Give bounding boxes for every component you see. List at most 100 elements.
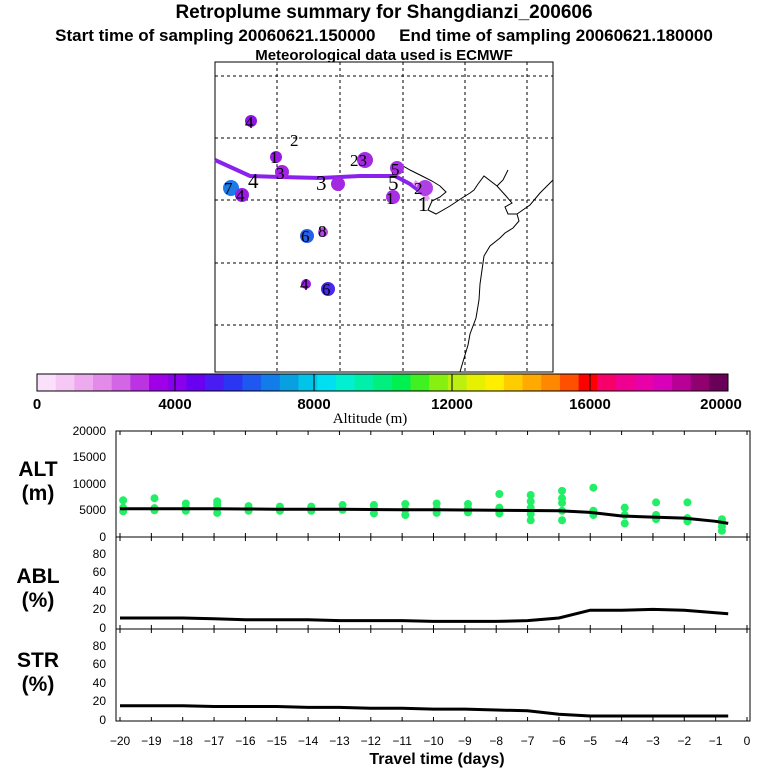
- centroid-marker: [245, 115, 257, 127]
- x-tick-label: −11: [392, 734, 412, 748]
- colorbar-cell: [671, 374, 692, 391]
- abl-ylabel-line2: (%): [22, 589, 55, 612]
- centroid-marker: [301, 279, 311, 289]
- x-tick-label: −16: [235, 734, 256, 748]
- centroid-marker: [223, 180, 239, 196]
- colorbar-cells: [37, 374, 729, 391]
- colorbar-tick-marks: [174, 374, 591, 391]
- str-ylabel: STR (%): [17, 649, 59, 696]
- x-tick-label: −15: [267, 734, 288, 748]
- colorbar-cell: [578, 374, 598, 391]
- alt-ytick-labels: 20000 15000 10000 5000 0: [73, 424, 107, 544]
- colorbar-cell: [690, 374, 710, 391]
- start-time-label: Start time of sampling 20060621.150000: [55, 26, 376, 45]
- abl-ytick-label: 40: [93, 584, 107, 598]
- alt-ytick-label: 20000: [73, 424, 107, 438]
- centroid-label: 6: [322, 280, 331, 299]
- colorbar-cell: [597, 374, 617, 391]
- colorbar-cell: [149, 374, 169, 391]
- alt-ytick-label: 5000: [79, 503, 106, 517]
- alt-ytick-label: 15000: [73, 450, 107, 464]
- alt-ylabel-line2: (m): [22, 482, 55, 505]
- centroid-label: 3: [276, 164, 285, 183]
- alt-ylabel-line1: ALT: [18, 458, 57, 481]
- colorbar-tick-labels: 0 4000 8000 12000 16000 20000: [33, 396, 742, 413]
- centroid-marker: [331, 177, 345, 191]
- alt-ytick-label: 10000: [73, 477, 107, 491]
- colorbar-cell: [391, 374, 412, 391]
- colorbar-cell: [615, 374, 636, 391]
- centroid-marker: [270, 151, 282, 163]
- colorbar-cell: [55, 374, 75, 391]
- altitude-point: [558, 486, 567, 495]
- str-line: [120, 704, 729, 718]
- colorbar-cell: [447, 374, 468, 391]
- x-tick-label: −6: [552, 734, 566, 748]
- colorbar: 0 4000 8000 12000 16000 20000 Altitude (…: [33, 373, 742, 427]
- colorbar-axis-label: Altitude (m): [333, 411, 408, 427]
- x-tick-label: −20: [110, 734, 131, 748]
- colorbar-tick-label: 8000: [297, 396, 330, 413]
- x-tick-label: −7: [521, 734, 535, 748]
- sampling-times: Start time of sampling 20060621.150000 E…: [0, 26, 768, 46]
- colorbar-cell: [559, 374, 580, 391]
- colorbar-cell: [503, 374, 524, 391]
- panel-tick-marks: [119, 431, 748, 721]
- colorbar-cell: [373, 374, 393, 391]
- alt-mean-line: [120, 507, 729, 525]
- altitude-point: [558, 516, 567, 525]
- colorbar-tick-label: 12000: [431, 396, 473, 413]
- altitude-point: [558, 494, 567, 503]
- x-tick-label: −18: [173, 734, 194, 748]
- colorbar-cell: [709, 374, 729, 391]
- abl-line: [120, 607, 729, 623]
- colorbar-cell: [242, 374, 262, 391]
- x-tick-label: −5: [583, 734, 597, 748]
- x-tick-label: −19: [141, 734, 162, 748]
- colorbar-cell: [485, 374, 505, 391]
- colorbar-tick-label: 0: [33, 396, 41, 413]
- str-ylabel-line2: (%): [22, 673, 55, 696]
- colorbar-cell: [167, 374, 187, 391]
- centroid-marker: [390, 161, 404, 175]
- centroid-label: 1: [386, 189, 395, 208]
- coastline: [397, 162, 554, 373]
- altitude-point: [213, 497, 222, 506]
- centroid-label: 2: [414, 179, 423, 198]
- str-panel: STR (%) 80 60 40 20 0: [17, 628, 751, 727]
- centroid-label: 1: [418, 192, 429, 216]
- x-tick-label: −8: [489, 734, 503, 748]
- x-tick-label: −10: [423, 734, 444, 748]
- abl-ylabel-line1: ABL: [16, 565, 59, 588]
- abl-ytick-label: 0: [99, 621, 106, 635]
- colorbar-cell: [634, 374, 654, 391]
- colorbar-cell: [186, 374, 206, 391]
- centroid-label: 4: [248, 169, 259, 193]
- colorbar-cell: [205, 374, 225, 391]
- altitude-point: [526, 497, 535, 506]
- centroid-label: 6: [301, 227, 310, 246]
- colorbar-cell: [261, 374, 281, 391]
- str-ytick-label: 40: [93, 676, 107, 690]
- centroid-marker: [357, 152, 373, 168]
- x-tick-label: 0: [744, 734, 751, 748]
- colorbar-cell: [130, 374, 150, 391]
- x-tick-label: −3: [646, 734, 660, 748]
- colorbar-cell: [111, 374, 131, 391]
- centroid-label: 7: [224, 179, 233, 198]
- altitude-point: [683, 498, 692, 507]
- altitude-panel: ALT (m) 20000 15000 10000 5000 0: [18, 424, 751, 544]
- centroid-label: 4: [245, 113, 254, 132]
- centroid-marker: [300, 229, 314, 243]
- altitude-point: [526, 491, 535, 500]
- str-ytick-label: 80: [93, 639, 107, 653]
- x-tick-labels: −20 −19 −18 −17 −16 −15 −14 −13 −12 −11 −10 −9 −8 −7−…: [110, 734, 751, 748]
- altitude-point: [652, 498, 661, 507]
- alt-ylabel: ALT (m): [18, 458, 57, 505]
- map-panel: 4 2 1 4 3 3 23 5 5 1 2 1 7 4 6 8 4 6: [214, 61, 554, 373]
- centroid-label: 5: [391, 160, 400, 179]
- altitude-point: [181, 499, 190, 508]
- centroid-marker: [386, 190, 400, 204]
- x-tick-label: −2: [677, 734, 691, 748]
